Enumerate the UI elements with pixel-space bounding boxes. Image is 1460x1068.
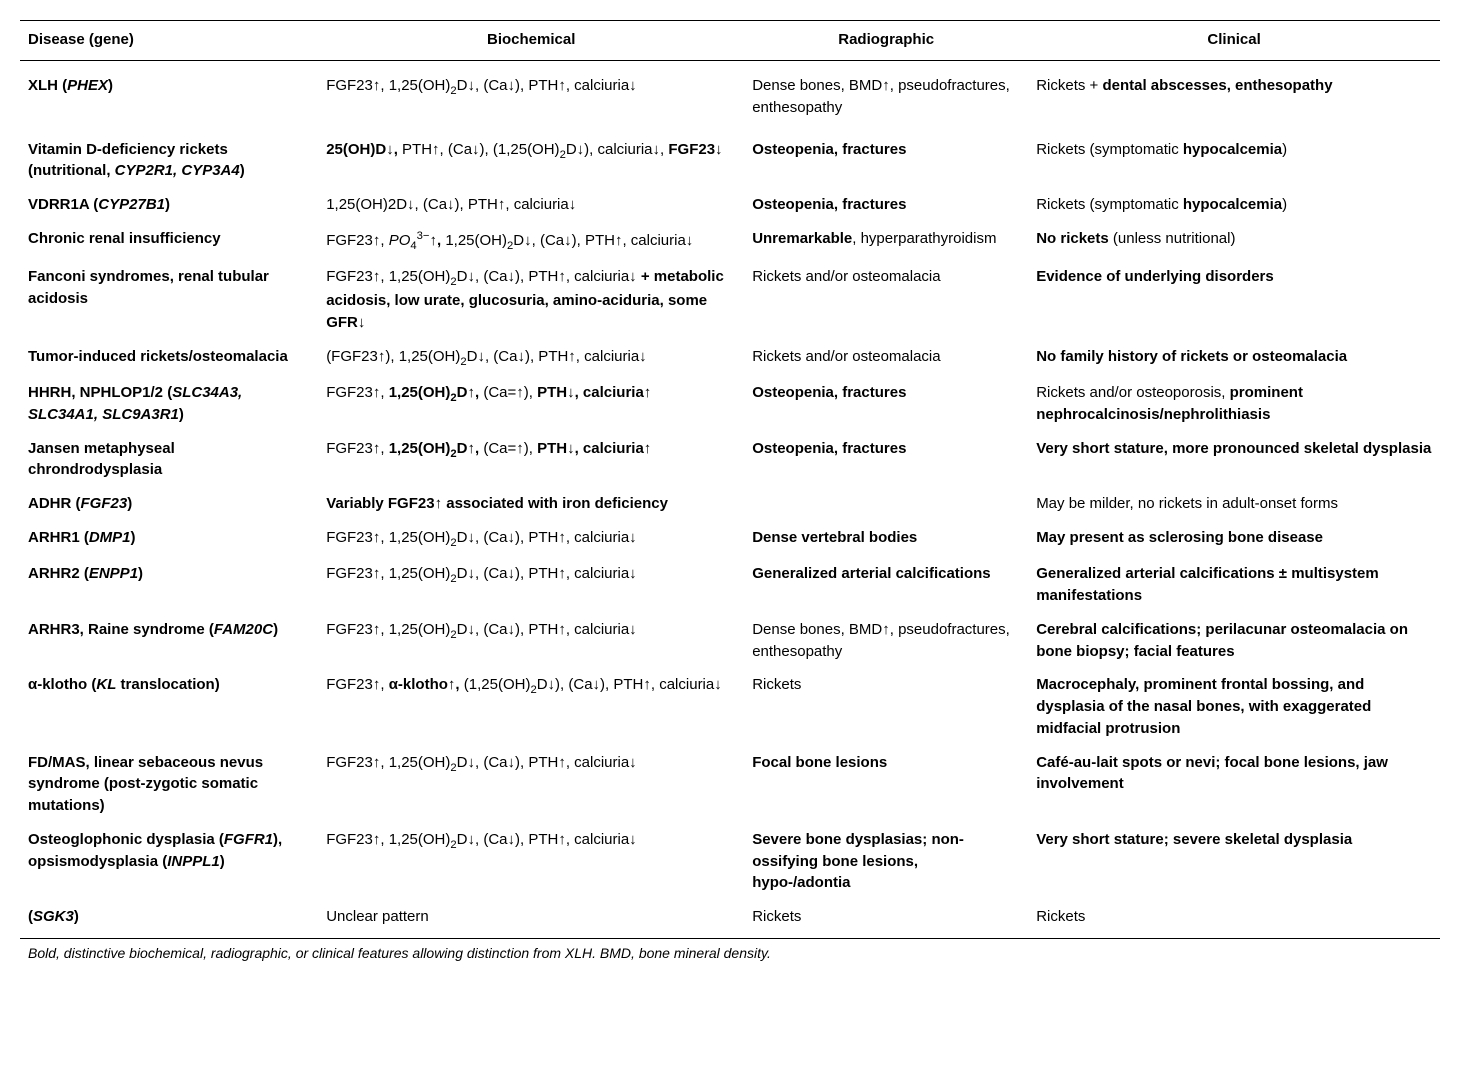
- table-row: XLH (PHEX)FGF23↑, 1,25(OH)2D↓, (Ca↓), PT…: [20, 61, 1440, 133]
- cell-disease: VDRR1A (CYP27B1): [20, 188, 318, 222]
- cell-clinical: Cerebral calcifications; perilacunar ost…: [1028, 613, 1440, 669]
- cell-clinical: Rickets and/or osteoporosis, prominent n…: [1028, 376, 1440, 432]
- header-biochemical: Biochemical: [318, 21, 744, 61]
- cell-radiographic: Unremarkable, hyperparathyroidism: [744, 222, 1028, 260]
- cell-biochemical: FGF23↑, 1,25(OH)2D↑, (Ca=↑), PTH↓, calci…: [318, 432, 744, 488]
- cell-biochemical: Variably FGF23↑ associated with iron def…: [318, 487, 744, 521]
- cell-disease: ARHR1 (DMP1): [20, 521, 318, 557]
- cell-biochemical: FGF23↑, 1,25(OH)2D↓, (Ca↓), PTH↑, calciu…: [318, 521, 744, 557]
- cell-clinical: No rickets (unless nutritional): [1028, 222, 1440, 260]
- cell-biochemical: FGF23↑, 1,25(OH)2D↑, (Ca=↑), PTH↓, calci…: [318, 376, 744, 432]
- cell-disease: Tumor-induced rickets/osteomalacia: [20, 340, 318, 376]
- cell-clinical: May be milder, no rickets in adult-onset…: [1028, 487, 1440, 521]
- cell-clinical: Very short stature; severe skeletal dysp…: [1028, 823, 1440, 900]
- cell-disease: FD/MAS, linear sebaceous nevus syndrome …: [20, 746, 318, 823]
- cell-radiographic: Focal bone lesions: [744, 746, 1028, 823]
- cell-clinical: Café-au-lait spots or nevi; focal bone l…: [1028, 746, 1440, 823]
- cell-disease: ARHR3, Raine syndrome (FAM20C): [20, 613, 318, 669]
- cell-radiographic: Generalized arterial calcifications: [744, 557, 1028, 613]
- cell-clinical: Macrocephaly, prominent frontal bossing,…: [1028, 668, 1440, 745]
- cell-disease: ADHR (FGF23): [20, 487, 318, 521]
- cell-disease: (SGK3): [20, 900, 318, 938]
- cell-disease: ARHR2 (ENPP1): [20, 557, 318, 613]
- header-clinical: Clinical: [1028, 21, 1440, 61]
- cell-radiographic: Osteopenia, fractures: [744, 432, 1028, 488]
- header-row: Disease (gene) Biochemical Radiographic …: [20, 21, 1440, 61]
- cell-clinical: Evidence of underlying disorders: [1028, 260, 1440, 340]
- cell-radiographic: Severe bone dysplasias; non-ossifying bo…: [744, 823, 1028, 900]
- table-row: Osteoglophonic dysplasia (FGFR1), opsism…: [20, 823, 1440, 900]
- cell-radiographic: Dense bones, BMD↑, pseudofractures, enth…: [744, 613, 1028, 669]
- cell-clinical: Rickets (symptomatic hypocalcemia): [1028, 188, 1440, 222]
- cell-disease: Vitamin D-deficiency rickets (nutritiona…: [20, 133, 318, 189]
- cell-clinical: May present as sclerosing bone disease: [1028, 521, 1440, 557]
- table-row: VDRR1A (CYP27B1)1,25(OH)2D↓, (Ca↓), PTH↑…: [20, 188, 1440, 222]
- cell-radiographic: Osteopenia, fractures: [744, 188, 1028, 222]
- table-row: Tumor-induced rickets/osteomalacia(FGF23…: [20, 340, 1440, 376]
- cell-disease: Chronic renal insufficiency: [20, 222, 318, 260]
- cell-disease: Osteoglophonic dysplasia (FGFR1), opsism…: [20, 823, 318, 900]
- cell-biochemical: FGF23↑, 1,25(OH)2D↓, (Ca↓), PTH↑, calciu…: [318, 557, 744, 613]
- cell-disease: Fanconi syndromes, renal tubular acidosi…: [20, 260, 318, 340]
- cell-radiographic: Rickets: [744, 900, 1028, 938]
- table-row: (SGK3)Unclear patternRicketsRickets: [20, 900, 1440, 938]
- cell-biochemical: 1,25(OH)2D↓, (Ca↓), PTH↑, calciuria↓: [318, 188, 744, 222]
- table-row: Jansen metaphyseal chrondrodysplasiaFGF2…: [20, 432, 1440, 488]
- cell-disease: Jansen metaphyseal chrondrodysplasia: [20, 432, 318, 488]
- table-footnote: Bold, distinctive biochemical, radiograp…: [20, 939, 1440, 961]
- cell-biochemical: FGF23↑, 1,25(OH)2D↓, (Ca↓), PTH↑, calciu…: [318, 61, 744, 133]
- cell-biochemical: FGF23↑, α-klotho↑, (1,25(OH)2D↓), (Ca↓),…: [318, 668, 744, 745]
- cell-radiographic: Rickets: [744, 668, 1028, 745]
- cell-biochemical: 25(OH)D↓, PTH↑, (Ca↓), (1,25(OH)2D↓), ca…: [318, 133, 744, 189]
- cell-disease: α-klotho (KL translocation): [20, 668, 318, 745]
- table-row: Vitamin D-deficiency rickets (nutritiona…: [20, 133, 1440, 189]
- cell-radiographic: Dense bones, BMD↑, pseudofractures, enth…: [744, 61, 1028, 133]
- cell-biochemical: FGF23↑, 1,25(OH)2D↓, (Ca↓), PTH↑, calciu…: [318, 260, 744, 340]
- cell-radiographic: Osteopenia, fractures: [744, 376, 1028, 432]
- cell-clinical: Generalized arterial calcifications ± mu…: [1028, 557, 1440, 613]
- table-row: FD/MAS, linear sebaceous nevus syndrome …: [20, 746, 1440, 823]
- cell-biochemical: FGF23↑, 1,25(OH)2D↓, (Ca↓), PTH↑, calciu…: [318, 823, 744, 900]
- header-radiographic: Radiographic: [744, 21, 1028, 61]
- cell-disease: HHRH, NPHLOP1/2 (SLC34A3, SLC34A1, SLC9A…: [20, 376, 318, 432]
- table-row: Fanconi syndromes, renal tubular acidosi…: [20, 260, 1440, 340]
- cell-biochemical: FGF23↑, PO43−↑, 1,25(OH)2D↓, (Ca↓), PTH↑…: [318, 222, 744, 260]
- cell-biochemical: (FGF23↑), 1,25(OH)2D↓, (Ca↓), PTH↑, calc…: [318, 340, 744, 376]
- cell-radiographic: Osteopenia, fractures: [744, 133, 1028, 189]
- cell-biochemical: FGF23↑, 1,25(OH)2D↓, (Ca↓), PTH↑, calciu…: [318, 746, 744, 823]
- header-disease: Disease (gene): [20, 21, 318, 61]
- disease-table: Disease (gene) Biochemical Radiographic …: [20, 20, 1440, 939]
- table-row: ADHR (FGF23)Variably FGF23↑ associated w…: [20, 487, 1440, 521]
- table-row: ARHR1 (DMP1)FGF23↑, 1,25(OH)2D↓, (Ca↓), …: [20, 521, 1440, 557]
- cell-radiographic: Rickets and/or osteomalacia: [744, 260, 1028, 340]
- cell-clinical: Very short stature, more pronounced skel…: [1028, 432, 1440, 488]
- cell-clinical: Rickets + dental abscesses, enthesopathy: [1028, 61, 1440, 133]
- cell-biochemical: FGF23↑, 1,25(OH)2D↓, (Ca↓), PTH↑, calciu…: [318, 613, 744, 669]
- cell-radiographic: Dense vertebral bodies: [744, 521, 1028, 557]
- table-row: Chronic renal insufficiencyFGF23↑, PO43−…: [20, 222, 1440, 260]
- cell-radiographic: [744, 487, 1028, 521]
- cell-clinical: Rickets (symptomatic hypocalcemia): [1028, 133, 1440, 189]
- table-row: ARHR2 (ENPP1)FGF23↑, 1,25(OH)2D↓, (Ca↓),…: [20, 557, 1440, 613]
- table-row: HHRH, NPHLOP1/2 (SLC34A3, SLC34A1, SLC9A…: [20, 376, 1440, 432]
- cell-biochemical: Unclear pattern: [318, 900, 744, 938]
- cell-clinical: No family history of rickets or osteomal…: [1028, 340, 1440, 376]
- cell-clinical: Rickets: [1028, 900, 1440, 938]
- table-row: ARHR3, Raine syndrome (FAM20C)FGF23↑, 1,…: [20, 613, 1440, 669]
- cell-disease: XLH (PHEX): [20, 61, 318, 133]
- cell-radiographic: Rickets and/or osteomalacia: [744, 340, 1028, 376]
- table-row: α-klotho (KL translocation)FGF23↑, α-klo…: [20, 668, 1440, 745]
